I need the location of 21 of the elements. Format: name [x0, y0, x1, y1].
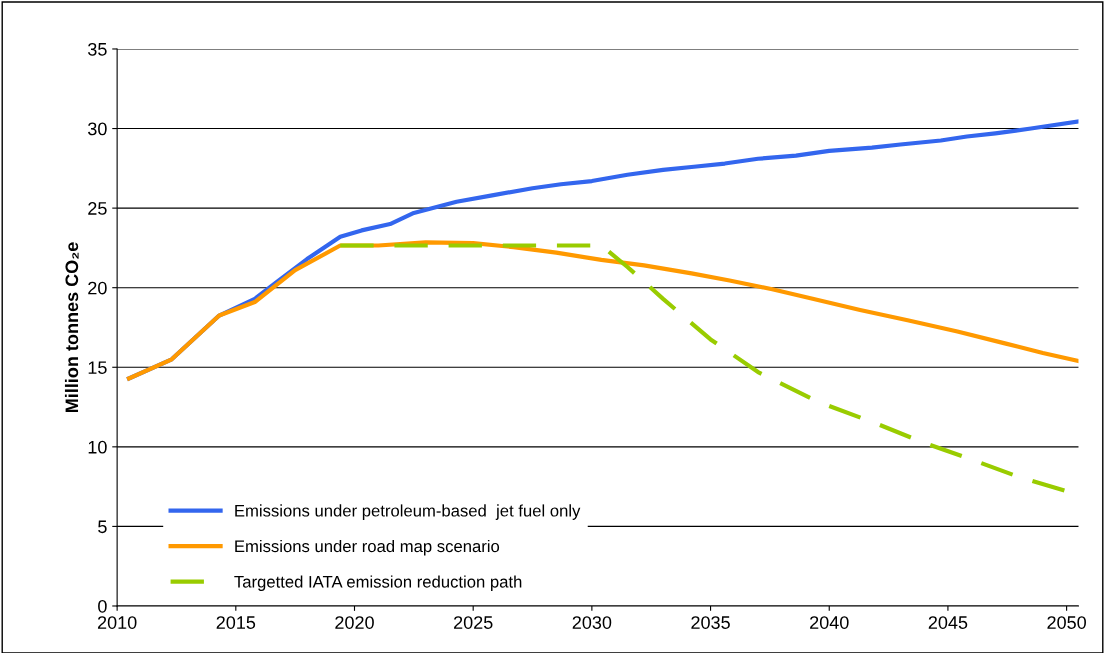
x-tick-label: 2035	[691, 616, 730, 629]
legend-label: Targetted IATA emission reduction path	[234, 575, 522, 591]
x-tick-label: 2015	[216, 616, 256, 629]
x-tick-label: 2020	[335, 616, 374, 629]
legend-label: Emissions under road map scenario	[235, 539, 500, 556]
legend-label: Emissions under petroleum-based jet fuel only	[235, 504, 581, 520]
y-tick-label: 5	[98, 520, 107, 534]
y-tick-label: 15	[88, 361, 107, 374]
x-tick-label: 2040	[810, 616, 849, 629]
y-tick-label: 30	[88, 122, 107, 136]
x-tick-label: 2025	[454, 616, 493, 629]
y-tick-label: 10	[88, 440, 107, 454]
y-tick-label: 35	[88, 42, 107, 56]
y-tick-label: 25	[88, 202, 107, 215]
y-tick-label: 0	[98, 599, 107, 613]
x-tick-label: 2010	[97, 616, 137, 629]
y-axis-title: Million tonnes CO₂e	[64, 242, 79, 413]
x-tick-label: 2050	[1047, 616, 1086, 629]
x-tick-label: 2030	[572, 616, 612, 629]
x-tick-label: 2045	[928, 616, 968, 629]
y-tick-label: 20	[88, 281, 107, 295]
